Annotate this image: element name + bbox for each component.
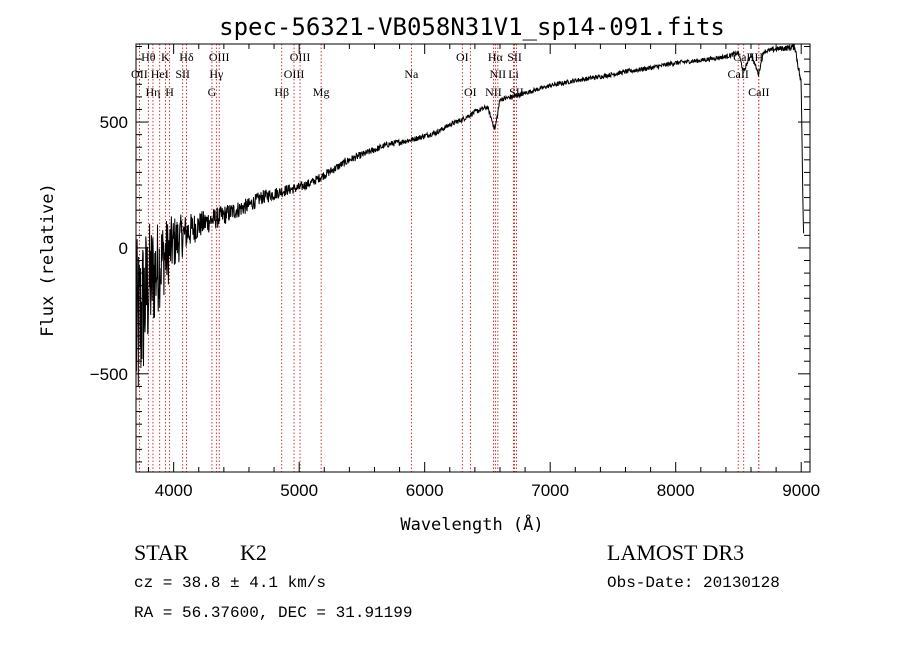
marker-label-19: Hα [488, 50, 504, 64]
marker-label-13: OIII [290, 50, 311, 64]
y-tick-label-0: 500 [100, 113, 128, 132]
x-tick-label-4: 8000 [657, 481, 695, 500]
marker-label-9: Hγ [209, 67, 224, 81]
y-tick-label-1: 0 [119, 239, 128, 258]
marker-label-0: OII [131, 67, 148, 81]
marker-label-17: OI [464, 85, 477, 99]
coordinates-readout: RA = 56.37600, DEC = 31.91199 [134, 604, 413, 622]
x-tick-label-5: 9000 [782, 481, 820, 500]
marker-label-11: Hβ [274, 85, 289, 99]
marker-label-16: OI [456, 50, 469, 64]
marker-label-15: Na [404, 67, 419, 81]
x-axis-ticks: 4000 5000 6000 7000 8000 9000 [148, 44, 820, 500]
chart-title: spec-56321-VB058N31V1_sp14-091.fits [219, 13, 725, 41]
y-tick-label-2: −500 [90, 365, 128, 384]
obs-date-readout: Obs-Date: 20130128 [607, 574, 780, 592]
marker-label-20: NII [490, 67, 507, 81]
marker-label-18: NII [485, 85, 502, 99]
object-class: STAR [134, 540, 189, 565]
marker-label-7: Hδ [179, 50, 194, 64]
y-axis-ticks: 500 0 −500 [90, 46, 810, 463]
spectrum-chart: spec-56321-VB058N31V1_sp14-091.fits OIIH… [38, 13, 820, 535]
y-axis-label: Flux (relative) [38, 183, 58, 337]
x-tick-label-2: 6000 [406, 481, 444, 500]
object-subclass: K2 [240, 540, 267, 565]
marker-label-3: HeI [151, 67, 169, 81]
marker-label-1: Hθ [141, 50, 156, 64]
marker-label-10: OIII [209, 50, 230, 64]
x-tick-label-1: 5000 [280, 481, 318, 500]
marker-label-5: H [165, 85, 174, 99]
survey-name: LAMOST DR3 [607, 540, 745, 565]
x-tick-label-3: 7000 [531, 481, 569, 500]
marker-label-21: SII [507, 50, 522, 64]
marker-label-26: CaII [748, 85, 769, 99]
marker-label-27: H [754, 50, 763, 64]
redshift-readout: cz = 38.8 ± 4.1 km/s [134, 574, 327, 592]
spectral-line-markers [138, 44, 760, 472]
x-tick-label-0: 4000 [155, 481, 193, 500]
marker-label-14: Mg [313, 85, 330, 99]
spectrum-line [135, 43, 805, 387]
marker-label-12: OIII [284, 67, 305, 81]
marker-label-23: Li [508, 67, 519, 81]
spectral-line-labels: OIIHθHηHeIKHSIIHδGHγOIIIHβOIIIOIIIMgNaOI… [131, 50, 769, 99]
marker-label-8: G [208, 85, 217, 99]
plot-frame [135, 43, 811, 473]
marker-label-6: SII [175, 67, 190, 81]
marker-label-4: K [161, 50, 170, 64]
marker-label-2: Hη [145, 85, 160, 99]
x-axis-label: Wavelength (Å) [400, 513, 543, 535]
